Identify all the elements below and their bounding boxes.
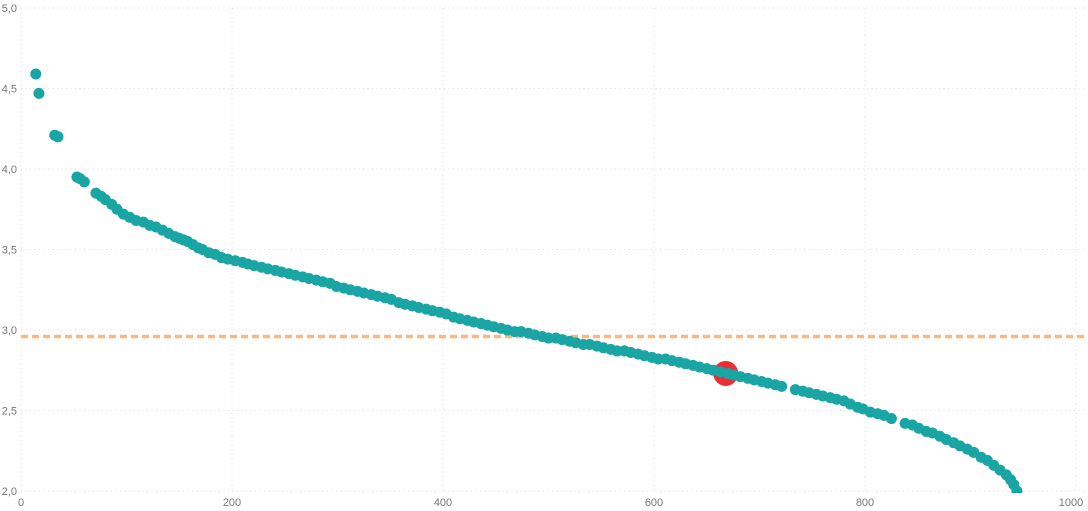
y-tick-label: 4,0 <box>2 164 17 176</box>
y-tick-label: 5,0 <box>2 3 17 15</box>
x-tick-label: 800 <box>856 497 874 509</box>
x-tick-label: 200 <box>223 497 241 509</box>
data-point[interactable] <box>52 131 64 143</box>
x-tick-label: 1000 <box>1059 497 1083 509</box>
y-tick-label: 4,5 <box>2 84 17 96</box>
x-axis-labels: 0 200 400 600 800 1000 <box>18 497 1083 509</box>
y-tick-label: 3,0 <box>2 325 17 337</box>
y-axis-labels: 2,0 2,5 3,0 3,5 4,0 4,5 5,0 <box>2 3 17 498</box>
data-point[interactable] <box>30 68 42 80</box>
y-tick-label: 2,5 <box>2 406 17 418</box>
data-point[interactable] <box>885 413 897 425</box>
data-point[interactable] <box>33 87 45 99</box>
data-point[interactable] <box>1011 485 1023 497</box>
series-sorted-values <box>30 68 1023 497</box>
y-tick-label: 3,5 <box>2 245 17 257</box>
x-tick-label: 600 <box>645 497 663 509</box>
x-tick-label: 0 <box>18 497 24 509</box>
gridlines <box>20 7 1084 492</box>
data-point[interactable] <box>776 380 788 392</box>
x-tick-label: 400 <box>434 497 452 509</box>
data-point[interactable] <box>78 176 90 188</box>
y-tick-label: 2,0 <box>2 486 17 498</box>
